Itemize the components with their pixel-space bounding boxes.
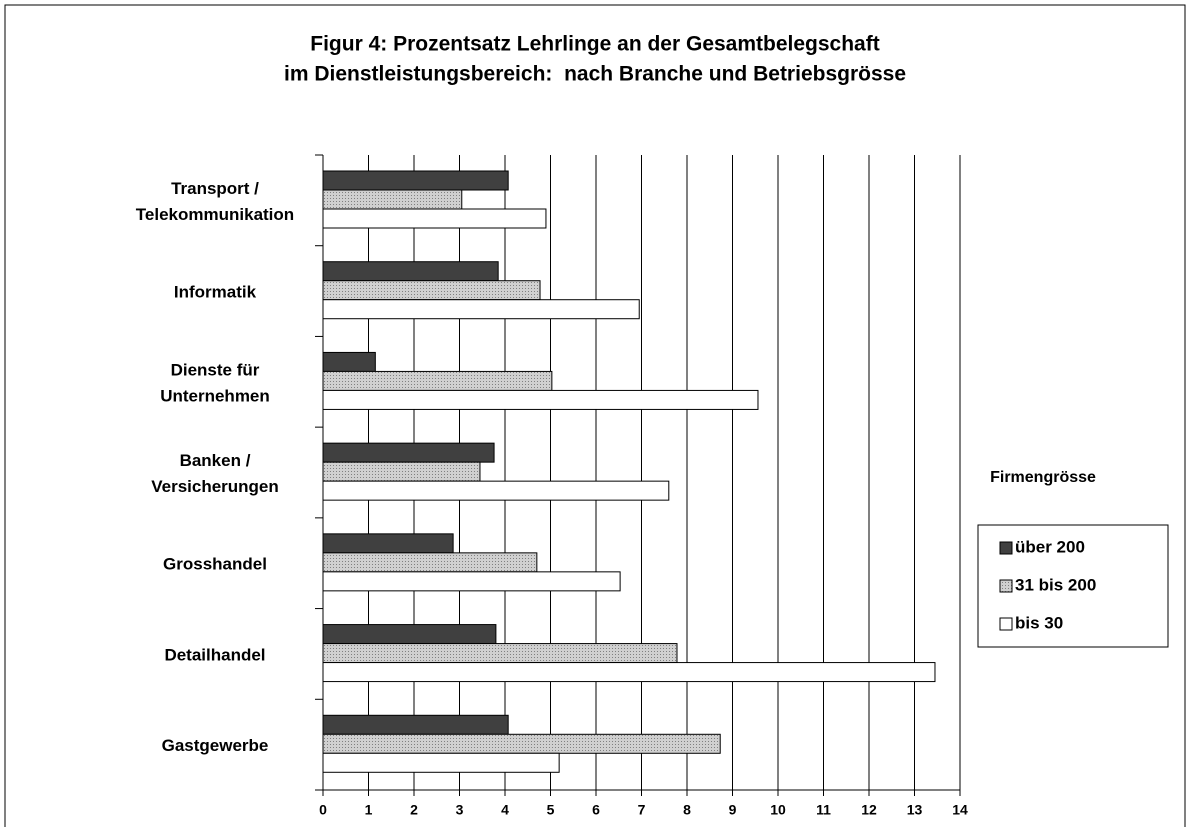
bar <box>322 714 509 735</box>
bar <box>322 571 621 592</box>
x-tick-label: 10 <box>770 802 786 818</box>
bar <box>322 208 547 229</box>
bar <box>322 643 678 664</box>
y-tick-label: Dienste für <box>171 360 260 379</box>
legend-swatch <box>999 541 1013 555</box>
bar <box>322 752 560 773</box>
bar <box>322 533 454 554</box>
y-tick-label: Gastgewerbe <box>162 736 269 755</box>
legend-label: bis 30 <box>1015 613 1063 632</box>
x-tick-label: 8 <box>683 802 691 818</box>
x-tick-label: 7 <box>638 802 646 818</box>
x-tick-label: 12 <box>861 802 877 818</box>
bar <box>322 552 538 573</box>
bar <box>322 624 497 645</box>
bar <box>322 389 759 410</box>
bar <box>322 261 499 282</box>
bar <box>322 733 721 754</box>
legend-swatch <box>999 617 1013 631</box>
x-tick-label: 3 <box>456 802 464 818</box>
y-tick-label: Informatik <box>174 283 257 302</box>
bar <box>322 662 936 683</box>
x-tick-label: 5 <box>547 802 555 818</box>
legend-label: 31 bis 200 <box>1015 575 1096 594</box>
x-tick-label: 9 <box>729 802 737 818</box>
x-tick-label: 2 <box>410 802 418 818</box>
bar <box>322 299 640 320</box>
x-tick-label: 0 <box>319 802 327 818</box>
legend-title: Firmengrösse <box>990 469 1096 486</box>
bar <box>322 170 509 191</box>
bar <box>322 370 553 391</box>
y-tick-label: Transport / <box>171 179 259 198</box>
bar <box>322 461 481 482</box>
bar <box>322 189 463 210</box>
frame <box>4 4 1186 827</box>
x-tick-label: 1 <box>365 802 373 818</box>
x-tick-label: 14 <box>952 802 968 818</box>
bar <box>322 442 495 463</box>
bar <box>322 351 376 372</box>
y-tick-label: Unternehmen <box>160 386 270 405</box>
y-tick-label: Banken / <box>180 451 251 470</box>
y-tick-label: Telekommunikation <box>136 205 294 224</box>
legend-label: über 200 <box>1015 537 1085 556</box>
y-tick-label: Detailhandel <box>164 645 265 664</box>
x-tick-label: 6 <box>592 802 600 818</box>
bar <box>322 280 541 301</box>
y-tick-label: Grosshandel <box>163 555 267 574</box>
legend-swatch <box>999 579 1013 593</box>
x-tick-label: 4 <box>501 802 509 818</box>
x-tick-label: 11 <box>816 802 831 818</box>
chart-title: im Dienstleistungsbereich: nach Branche … <box>284 63 906 86</box>
chart-title: Figur 4: Prozentsatz Lehrlinge an der Ge… <box>310 33 879 56</box>
x-tick-label: 13 <box>907 802 923 818</box>
bar <box>322 480 670 501</box>
y-tick-label: Versicherungen <box>151 477 279 496</box>
legend-box <box>977 524 1169 648</box>
